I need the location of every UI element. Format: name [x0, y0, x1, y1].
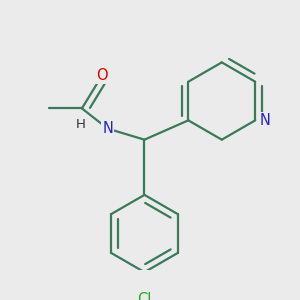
- Text: Cl: Cl: [137, 292, 152, 300]
- Text: O: O: [96, 68, 108, 83]
- Text: N: N: [102, 121, 113, 136]
- Text: H: H: [76, 118, 86, 131]
- Text: N: N: [260, 113, 271, 128]
